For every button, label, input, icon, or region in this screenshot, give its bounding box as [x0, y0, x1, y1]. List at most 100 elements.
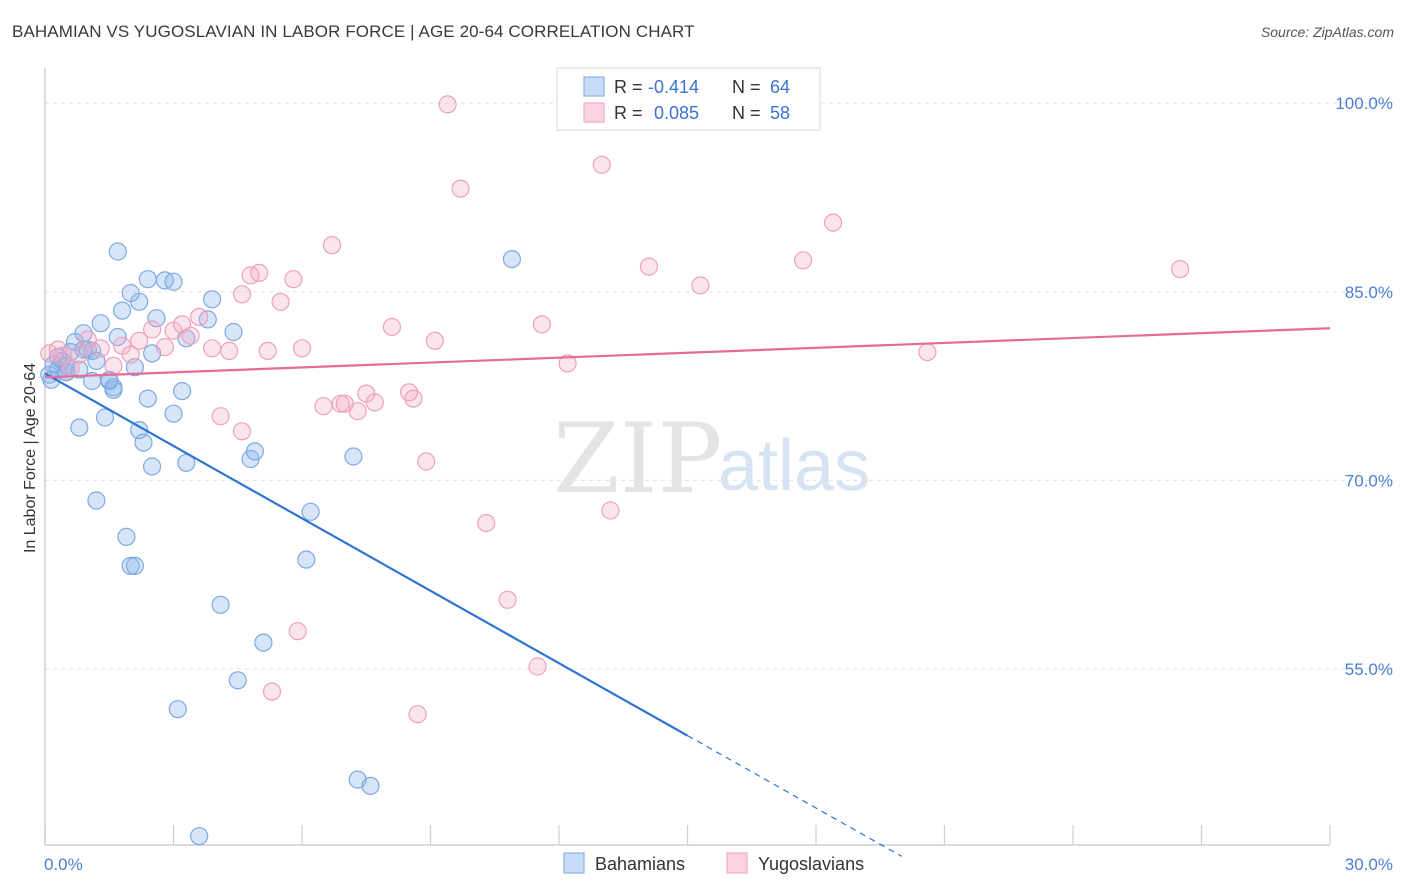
y-tick-label: 100.0% [1335, 94, 1393, 113]
source-credit: Source: ZipAtlas.com [1260, 24, 1394, 40]
point-yugoslavian [203, 339, 222, 358]
point-yugoslavian [404, 389, 423, 408]
point-bahamian [70, 418, 89, 437]
point-bahamian [108, 242, 127, 261]
point-bahamian [117, 527, 136, 547]
point-bahamian [254, 633, 273, 652]
point-bahamian [95, 408, 115, 427]
point-yugoslavian [288, 622, 307, 641]
point-yugoslavian [220, 341, 239, 360]
point-yugoslavian [70, 345, 89, 364]
point-bahamian [297, 550, 316, 569]
point-bahamian [164, 272, 183, 291]
point-bahamian [121, 283, 140, 303]
series-legend: Bahamians Yugoslavians [563, 852, 864, 874]
point-yugoslavian [181, 326, 200, 345]
trend-line-bahamians-extension [687, 735, 902, 857]
series-yugoslavians [40, 95, 1190, 724]
point-yugoslavian [477, 513, 496, 533]
point-yugoslavian [601, 501, 620, 520]
point-yugoslavian [91, 339, 110, 358]
point-bahamian [143, 457, 162, 476]
point-yugoslavian [592, 155, 611, 174]
point-bahamian [125, 556, 144, 576]
legend-r-value-1: -0.414 [648, 77, 699, 97]
watermark-zip: ZIP [553, 403, 722, 515]
point-yugoslavian [271, 292, 290, 311]
point-bahamian [82, 371, 102, 391]
watermark: ZIP atlas [553, 403, 870, 515]
point-yugoslavian [1170, 260, 1190, 279]
point-yugoslavian [130, 331, 149, 350]
point-yugoslavian [331, 394, 350, 413]
point-yugoslavian [104, 356, 123, 375]
point-yugoslavian [190, 307, 209, 326]
point-yugoslavian [425, 331, 444, 350]
legend-n-label-2: N = [732, 103, 761, 123]
point-yugoslavian [691, 276, 710, 295]
point-yugoslavian [382, 317, 401, 337]
point-yugoslavian [639, 257, 659, 276]
bottom-legend-label-bahamians: Bahamians [595, 854, 685, 874]
gridlines [45, 102, 1395, 670]
trend-line-bahamians [44, 372, 689, 737]
bottom-legend-swatch-bahamians [563, 852, 585, 874]
point-bahamian [138, 270, 157, 289]
legend-swatch-bahamians [583, 76, 605, 97]
x-tick-label-end: 30.0% [1345, 855, 1393, 874]
point-bahamian [164, 404, 183, 423]
point-yugoslavian [284, 270, 303, 289]
point-yugoslavian [292, 339, 312, 358]
point-bahamian [344, 447, 363, 466]
point-yugoslavian [121, 345, 140, 364]
bottom-legend-swatch-yugoslavians [726, 852, 748, 874]
point-bahamian [87, 491, 106, 510]
point-bahamian [203, 290, 222, 309]
point-yugoslavian [232, 285, 252, 304]
point-bahamian [147, 309, 166, 328]
x-ticks [44, 825, 1331, 845]
point-bahamian [138, 389, 157, 408]
point-bahamian [361, 776, 380, 796]
point-yugoslavian [528, 657, 547, 676]
y-axis-label: In Labor Force | Age 20-64 [22, 363, 39, 553]
point-yugoslavian [438, 95, 457, 114]
point-bahamian [211, 595, 230, 614]
point-bahamian [228, 671, 247, 690]
point-yugoslavian [498, 590, 517, 609]
point-yugoslavian [532, 315, 552, 334]
point-yugoslavian [793, 251, 813, 270]
point-yugoslavian [232, 422, 252, 441]
trend-line-yugoslavians [44, 327, 1331, 379]
point-yugoslavian [314, 397, 333, 416]
watermark-atlas: atlas [718, 426, 870, 506]
point-bahamian [112, 301, 132, 320]
legend-n-label-1: N = [732, 77, 761, 97]
point-yugoslavian [211, 407, 230, 426]
point-bahamian [104, 380, 123, 399]
point-yugoslavian [558, 354, 577, 373]
chart-title: BAHAMIAN VS YUGOSLAVIAN IN LABOR FORCE |… [12, 22, 695, 41]
trend-lines [44, 327, 1331, 857]
point-bahamian [134, 433, 153, 452]
y-tick-labels: 55.0% 70.0% 85.0% 100.0% [1335, 94, 1393, 679]
point-bahamian [121, 556, 140, 576]
series-bahamians [40, 242, 521, 846]
legend-swatch-yugoslavians [583, 102, 605, 123]
y-tick-label: 70.0% [1345, 471, 1393, 490]
point-yugoslavian [155, 338, 174, 357]
point-yugoslavian [408, 705, 427, 724]
point-bahamian [91, 314, 110, 333]
y-tick-label: 85.0% [1345, 283, 1393, 302]
point-bahamian [245, 442, 264, 461]
point-bahamian [301, 502, 320, 521]
x-tick-labels: 0.0% 30.0% [44, 855, 1393, 874]
point-bahamian [224, 322, 243, 342]
point-yugoslavian [823, 213, 843, 232]
point-bahamian [502, 250, 521, 269]
point-bahamian [168, 700, 187, 719]
legend-r-value-2: 0.085 [654, 103, 699, 123]
point-bahamian [173, 382, 192, 401]
point-bahamian [190, 827, 209, 846]
